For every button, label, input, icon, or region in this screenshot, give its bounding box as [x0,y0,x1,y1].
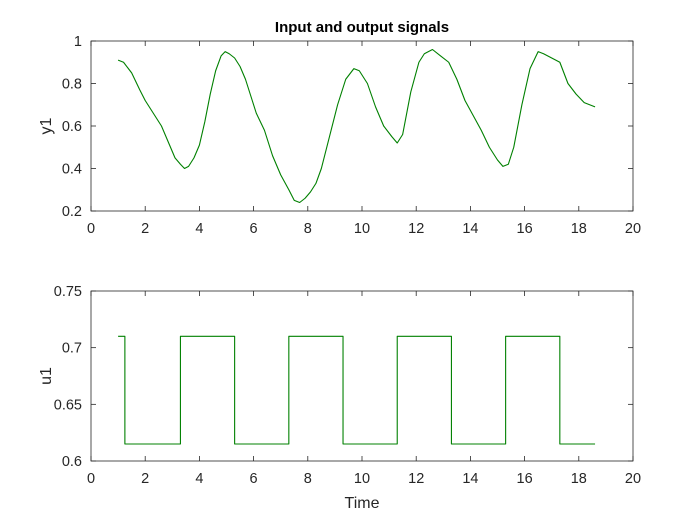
x-tick-label: 20 [625,221,641,237]
x-tick-label: 18 [571,221,587,237]
y-tick-label: 0.65 [54,397,82,413]
x-tick-label: 16 [517,221,533,237]
plot-area-frame [90,290,634,462]
y1-series-line [117,48,596,204]
x-tick-label: 2 [141,471,149,487]
x-axis-label: Time [345,495,380,512]
y-tick-label: 0.75 [54,284,82,300]
y-axis-label: y1 [38,117,55,134]
x-tick-label: 10 [354,471,370,487]
x-tick-label: 4 [195,471,203,487]
x-tick-label: 20 [625,471,641,487]
y-tick-label: 0.8 [62,77,82,93]
y-tick-label: 0.4 [62,162,82,178]
x-tick-label: 6 [250,471,258,487]
y-tick-label: 1 [74,34,82,50]
y-tick-label: 0.6 [62,119,82,135]
x-tick-label: 12 [408,221,424,237]
y-axis-label: u1 [38,367,55,385]
x-tick-label: 18 [571,471,587,487]
x-tick-label: 8 [304,221,312,237]
y-tick-label: 0.6 [62,454,82,470]
x-tick-label: 14 [462,471,478,487]
x-tick-label: 0 [87,221,95,237]
x-tick-label: 2 [141,221,149,237]
y-tick-label: 0.7 [62,341,82,357]
x-tick-label: 16 [517,471,533,487]
x-tick-label: 4 [195,221,203,237]
u1-series-line [118,335,596,445]
x-tick-label: 12 [408,471,424,487]
axes-2: 0 2 4 6 8 10 12 14 16 18 20 0.6 0.65 0.7 0.75 u1 Time [38,284,641,512]
x-tick-label: 0 [87,471,95,487]
axes-1: 0 2 4 6 8 10 12 14 16 18 20 0.2 0.4 0.6 0.8 1 Input and … [38,19,641,237]
plot-area-frame [90,40,634,212]
x-tick-label: 10 [354,221,370,237]
x-tick-label: 8 [304,471,312,487]
chart-title: Input and output signals [275,19,449,36]
x-tick-label: 6 [250,221,258,237]
y-tick-label: 0.2 [62,204,82,220]
x-tick-label: 14 [462,221,478,237]
